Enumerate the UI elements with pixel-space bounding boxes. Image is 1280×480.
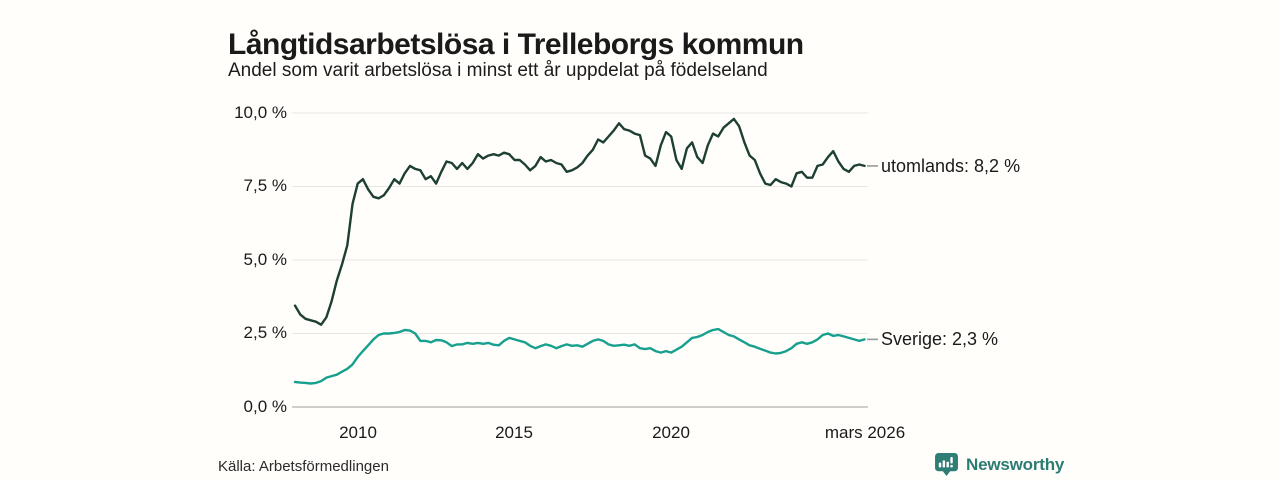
sverige-end-label: Sverige: 2,3 %	[881, 329, 999, 349]
newsworthy-logo-icon	[935, 453, 958, 476]
sverige-line	[293, 327, 866, 385]
y-tick-5: 5,0 %	[243, 250, 287, 269]
x-tick-mars-2026: mars 2026	[824, 423, 906, 442]
utomlands-end-label: utomlands: 8,2 %	[881, 156, 1021, 176]
newsworthy-brand: Newsworthy	[934, 451, 1064, 478]
gridlines	[292, 112, 868, 408]
x-tick-2020: 2020	[652, 423, 690, 442]
series-label-dashes	[867, 165, 878, 341]
y-tick-0: 0,0 %	[243, 397, 287, 416]
page-title: Långtidsarbetslösa i Trelleborgs kommun	[228, 28, 804, 62]
x-tick-2010: 2010	[339, 423, 377, 442]
y-tick-7-5: 7,5 %	[243, 176, 287, 195]
chart-subtitle: Andel som varit arbetslösa i minst ett å…	[228, 60, 768, 81]
y-tick-10: 10,0 %	[234, 103, 287, 122]
y-tick-2-5: 2,5 %	[243, 323, 287, 342]
utomlands-line	[293, 117, 866, 326]
x-tick-2015: 2015	[495, 423, 533, 442]
newsworthy-brand-name: Newsworthy	[966, 454, 1065, 474]
source-note: Källa: Arbetsförmedlingen	[218, 458, 389, 475]
